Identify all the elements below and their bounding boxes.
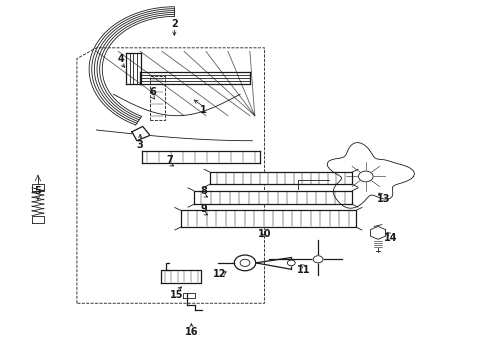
Circle shape xyxy=(359,171,373,182)
Circle shape xyxy=(234,255,256,271)
Text: 15: 15 xyxy=(170,290,184,300)
Text: 13: 13 xyxy=(377,194,391,203)
Text: 12: 12 xyxy=(213,269,226,279)
Text: 2: 2 xyxy=(171,18,178,28)
Text: 5: 5 xyxy=(35,186,41,197)
Text: 8: 8 xyxy=(200,186,207,197)
Text: 14: 14 xyxy=(385,233,398,243)
Text: 10: 10 xyxy=(258,229,271,239)
Circle shape xyxy=(240,259,250,266)
Polygon shape xyxy=(327,143,415,208)
Text: 6: 6 xyxy=(149,87,156,98)
Polygon shape xyxy=(132,126,150,141)
Circle shape xyxy=(313,256,323,263)
Text: 16: 16 xyxy=(185,327,198,337)
Text: 4: 4 xyxy=(118,54,124,64)
Polygon shape xyxy=(210,172,352,184)
Circle shape xyxy=(288,260,295,266)
Polygon shape xyxy=(183,293,195,298)
Polygon shape xyxy=(181,210,356,227)
Text: 11: 11 xyxy=(297,265,310,275)
Text: 7: 7 xyxy=(166,156,173,165)
Polygon shape xyxy=(370,226,386,239)
Text: 9: 9 xyxy=(200,204,207,214)
Text: 1: 1 xyxy=(200,105,207,115)
Polygon shape xyxy=(161,270,201,283)
Polygon shape xyxy=(194,191,352,204)
Text: 3: 3 xyxy=(137,140,144,150)
